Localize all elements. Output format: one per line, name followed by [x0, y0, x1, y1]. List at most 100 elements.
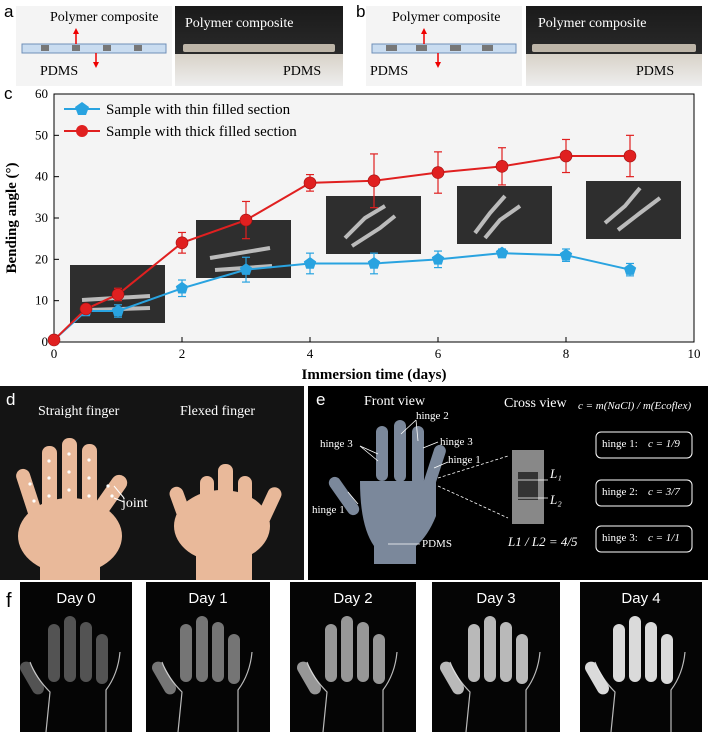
panel-b-schematic-drawing — [371, 28, 517, 68]
y-tick-label-0: 0 — [42, 334, 49, 349]
zoom-line-top — [437, 455, 509, 479]
hinge-3-label-right: hinge 3 — [440, 436, 473, 448]
legend-label-thick: Sample with thick filled section — [106, 124, 297, 140]
panel-e-letter: e — [316, 390, 326, 409]
series-0-point-9 — [559, 248, 573, 261]
panel-a-label-top: Polymer composite — [50, 10, 159, 25]
hinge-box-1-value: c = 1/9 — [648, 438, 680, 450]
y-tick-label-40: 40 — [35, 169, 48, 184]
panel-b-label-bottom: PDMS — [370, 64, 409, 79]
hinge-3-box — [595, 525, 693, 553]
series-0-point-7 — [431, 252, 445, 265]
length-ratio: L1 / L2 = 4/5 — [508, 534, 578, 549]
series-0-point-10 — [623, 263, 637, 275]
front-view-label: Front view — [364, 394, 426, 409]
joint-dots — [28, 452, 114, 503]
chart-axes: 0 2 4 6 8 10 0 10 20 30 40 50 60 — [35, 88, 701, 361]
series-1-point-10 — [623, 149, 637, 163]
panel-b-strip — [532, 44, 696, 52]
series-1-point-1 — [79, 302, 93, 316]
chart-series — [47, 134, 637, 347]
series-1-point-5 — [303, 176, 317, 190]
hands-illustration — [16, 438, 282, 580]
glove-shape — [328, 420, 446, 564]
y-tick-label-30: 30 — [35, 210, 48, 225]
cross-view-label: Cross view — [504, 396, 567, 411]
panel-a-letter: a — [4, 2, 14, 21]
straight-finger-title: Straight finger — [38, 404, 120, 419]
x-tick-label-0: 0 — [51, 346, 58, 361]
series-1-point-0 — [47, 333, 61, 347]
l2-label: L₂ — [549, 492, 562, 507]
day-photo-0: Day 0 — [20, 582, 132, 732]
inset-photo-5 — [586, 181, 681, 239]
day-label-2: Day 2 — [333, 590, 373, 607]
panel-d: d Straight finger Flexed finger — [0, 386, 304, 580]
y-tick-label-60: 60 — [35, 88, 48, 101]
panel-a-strip — [183, 44, 335, 52]
l1-label: L₁ — [549, 466, 562, 481]
panel-b-label-top: Polymer composite — [392, 10, 501, 25]
y-tick-label-20: 20 — [35, 251, 48, 266]
hinge-1-label-right: hinge 1 — [448, 454, 481, 466]
panel-a-schematic-drawing — [21, 28, 167, 68]
x-tick-label-8: 8 — [563, 346, 570, 361]
panel-c-letter: c — [4, 84, 13, 103]
glove-photo-4 — [585, 616, 686, 732]
series-1-point-3 — [175, 236, 189, 250]
hinge-box-2-label: hinge 2: — [602, 486, 638, 498]
series-0-point-2 — [111, 304, 125, 317]
panel-a-photo-label-bottom: PDMS — [283, 64, 322, 79]
hinge-1-label-left: hinge 1 — [312, 504, 345, 516]
x-tick-label-10: 10 — [688, 346, 701, 361]
y-tick-label-10: 10 — [35, 293, 48, 308]
panel-b-photo-label-bottom: PDMS — [636, 64, 675, 79]
hinge-1-box — [595, 431, 693, 459]
inset-finger-5 — [603, 186, 662, 232]
series-1-point-4 — [239, 213, 253, 227]
hinge-box-2-value: c = 3/7 — [648, 486, 680, 498]
legend-label-thin: Sample with thin filled section — [106, 102, 291, 118]
day-label-4: Day 4 — [621, 590, 661, 607]
panel-b-schematic: Polymer composite PDMS — [366, 6, 522, 86]
y-tick-label-50: 50 — [35, 127, 48, 142]
hinge-2-label: hinge 2 — [416, 410, 449, 422]
joint-pointer-1 — [113, 485, 125, 499]
hinge-box-3-label: hinge 3: — [602, 532, 638, 544]
joint-pointer-2 — [113, 497, 125, 503]
x-axis-label: Immersion time (days) — [302, 367, 447, 383]
panel-f-letter: f — [6, 590, 12, 612]
panel-b-letter: b — [356, 2, 366, 21]
panel-a-label-bottom: PDMS — [40, 64, 79, 79]
panel-a-schematic: Polymer composite PDMS — [16, 6, 172, 86]
hinge-box-1-label: hinge 1: — [602, 438, 638, 450]
inset-finger-4 — [473, 194, 522, 240]
panel-b-photo: Polymer composite PDMS — [526, 6, 702, 86]
inset-photos — [70, 181, 681, 323]
cross-section-inner — [518, 472, 538, 500]
series-0-point-3 — [175, 281, 189, 294]
chart-legend: Sample with thin filled section Sample w… — [64, 102, 297, 140]
glove-photo-1 — [152, 616, 253, 732]
day-photo-1: Day 1 — [146, 582, 270, 732]
joint-label: joint — [122, 496, 148, 511]
day-photo-2: Day 2 — [290, 582, 416, 732]
zoom-line-bottom — [437, 485, 509, 519]
flexed-hand — [169, 464, 282, 580]
day-label-3: Day 3 — [476, 590, 516, 607]
pdms-label: PDMS — [422, 538, 452, 550]
panel-b-photo-label-top: Polymer composite — [538, 16, 647, 31]
hinge-pointers — [347, 419, 449, 545]
series-0-point-4 — [239, 263, 253, 275]
inset-finger-3 — [343, 204, 397, 248]
panel-a-photo-label-top: Polymer composite — [185, 16, 294, 31]
glove-photo-2 — [297, 616, 398, 732]
concentration-formula: c = m(NaCl) / m(Ecoflex) — [578, 400, 692, 412]
x-tick-label-4: 4 — [307, 346, 314, 361]
hinge-3-label-left: hinge 3 — [320, 438, 353, 450]
series-0-point-8 — [495, 246, 509, 259]
glove-photo-0 — [20, 616, 121, 732]
hinge-box-3-value: c = 1/1 — [648, 532, 680, 544]
panel-e: e Front view Cross view L₁ L₂ h — [308, 386, 708, 580]
day-label-1: Day 1 — [188, 590, 228, 607]
